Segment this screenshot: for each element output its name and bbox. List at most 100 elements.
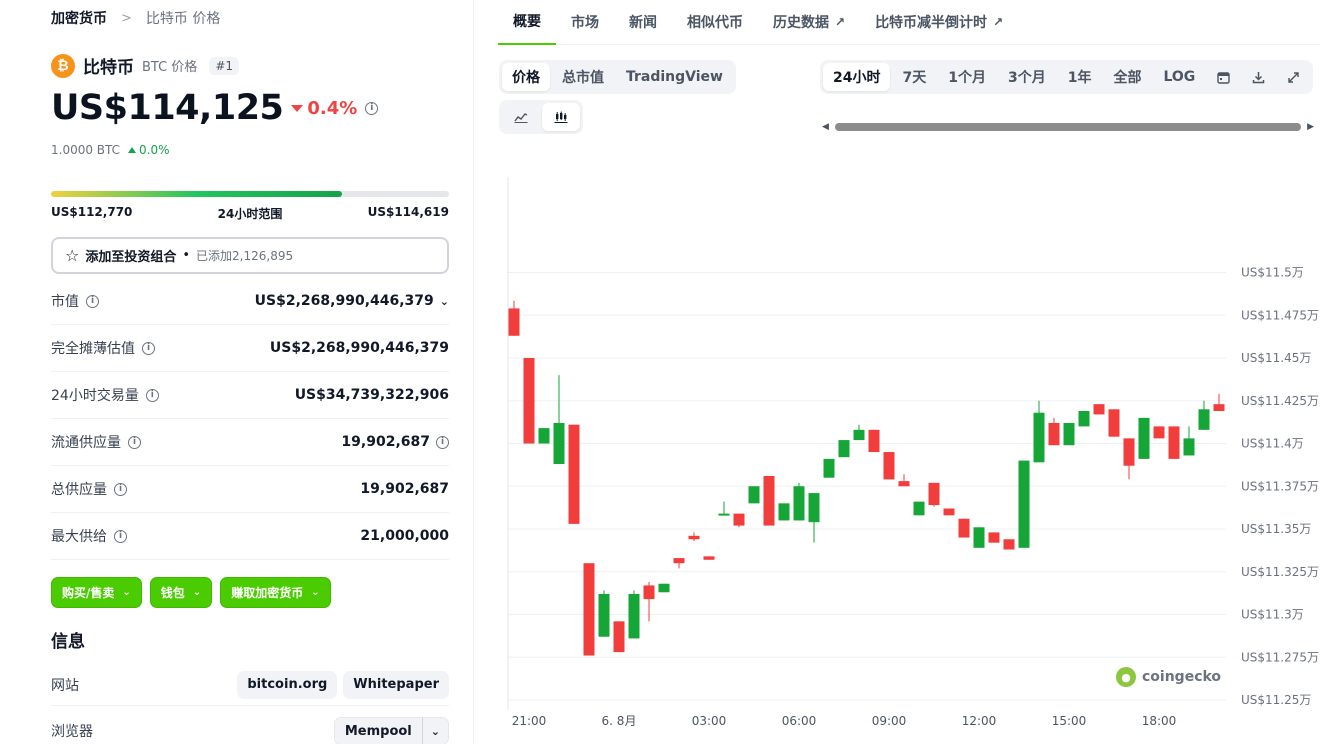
stat-label: 完全摊薄估值 i <box>51 338 155 358</box>
tab-similar-coins[interactable]: 相似代币 <box>687 15 743 31</box>
price-candlestick-chart[interactable]: US$11.5万 US$11.475万 US$11.45万 US$11.425万 US$… <box>498 170 1320 744</box>
scroll-right-arrow-icon[interactable]: ▶ <box>1307 122 1314 132</box>
candle-up <box>718 513 730 516</box>
chevron-down-icon[interactable]: ⌄ <box>439 294 449 308</box>
info-icon[interactable]: i <box>114 482 127 496</box>
candle-up <box>808 493 820 523</box>
y-tick-label: US$11.4万 <box>1241 437 1304 451</box>
info-icon[interactable]: i <box>436 435 449 449</box>
watermark-text: coingecko <box>1142 669 1222 685</box>
scroll-left-arrow-icon[interactable]: ◀ <box>822 122 829 132</box>
candle-up <box>838 440 850 458</box>
price-row: US$114,125 0.4% i <box>51 88 379 128</box>
coin-info-panel: 加密货币 > 比特币 价格 ₿ 比特币 BTC 价格 #1 US$114,125… <box>0 0 474 744</box>
x-tick-label: 12:00 <box>962 714 997 728</box>
chart-range-scrollbar[interactable]: ◀ ▶ <box>822 121 1314 133</box>
info-icon[interactable]: i <box>142 341 155 355</box>
add-to-portfolio-button[interactable]: ☆ 添加至投资组合 • 已添加2,126,895 <box>51 237 449 274</box>
range-1y[interactable]: 1年 <box>1067 70 1092 86</box>
view-tradingview[interactable]: TradingView <box>626 69 723 85</box>
portfolio-added-count: 已添加2,126,895 <box>196 249 294 263</box>
range-all[interactable]: 全部 <box>1113 70 1142 86</box>
earn-crypto-button[interactable]: 赚取加密货币 ⌄ <box>220 577 331 608</box>
scrollbar-thumb[interactable] <box>834 123 1302 131</box>
candle-down <box>508 308 520 336</box>
candle-down <box>1003 539 1015 550</box>
candle-up <box>793 486 805 521</box>
stat-label-text: 流通供应量 <box>51 435 121 451</box>
btc-value: 1.0000 BTC <box>51 143 121 157</box>
tab-historical-data[interactable]: 历史数据 ↗ <box>758 0 860 45</box>
line-chart-icon[interactable] <box>502 103 540 131</box>
portfolio-dot: • <box>182 248 191 263</box>
btc-change: 0.0% <box>128 143 170 157</box>
price-change-24h: 0.4% <box>291 98 357 119</box>
external-link-icon: ↗ <box>993 15 1004 29</box>
info-heading: 信息 <box>51 632 85 652</box>
stat-label: 总供应量 i <box>51 479 127 499</box>
range-24h[interactable]: 24小时 <box>823 63 891 91</box>
tab-historical-data-label: 历史数据 <box>773 15 829 31</box>
website-label: 网站 <box>51 677 79 694</box>
info-icon[interactable]: i <box>128 435 141 449</box>
candle-up <box>853 429 865 441</box>
candle-down <box>523 358 535 444</box>
view-price[interactable]: 价格 <box>502 63 550 91</box>
candle-up <box>1078 411 1090 427</box>
breadcrumb-cryptocurrencies-link[interactable]: 加密货币 <box>51 11 107 27</box>
candle-down <box>733 513 745 526</box>
buy-sell-button[interactable]: 购买/售卖 ⌄ <box>51 577 142 608</box>
y-tick-label: US$11.425万 <box>1241 394 1319 408</box>
range-1m[interactable]: 1个月 <box>948 70 986 86</box>
range-7d[interactable]: 7天 <box>902 70 927 86</box>
candle-up <box>1063 422 1075 446</box>
log-scale-toggle[interactable]: LOG <box>1163 69 1196 85</box>
candle-down <box>688 535 700 540</box>
info-icon[interactable]: i <box>365 101 379 115</box>
range-3m[interactable]: 3个月 <box>1007 70 1046 86</box>
fullscreen-icon[interactable] <box>1277 63 1310 91</box>
info-icon[interactable]: i <box>86 294 99 308</box>
coin-symbol-label: BTC 价格 <box>142 60 198 75</box>
section-tabs: 概要 市场 新闻 相似代币 历史数据 ↗ 比特币减半倒计时 ↗ <box>498 0 1320 45</box>
explorer-link[interactable]: Mempool <box>334 718 422 744</box>
candle-up <box>1018 460 1030 548</box>
candle-down <box>1213 404 1225 412</box>
info-icon[interactable]: i <box>145 388 159 402</box>
action-buttons: 购买/售卖 ⌄ 钱包 ⌄ 赚取加密货币 ⌄ <box>51 577 331 608</box>
candlestick-chart-icon[interactable] <box>542 103 580 131</box>
candle-down <box>868 429 880 453</box>
tab-markets[interactable]: 市场 <box>571 15 599 31</box>
stat-value-text: 19,902,687 <box>341 434 430 450</box>
stat-label: 市值 i <box>51 291 99 311</box>
calendar-icon[interactable] <box>1207 63 1240 91</box>
info-icon[interactable]: i <box>114 529 127 543</box>
earn-crypto-label: 赚取加密货币 <box>231 586 304 600</box>
whitepaper-link[interactable]: Whitepaper <box>343 670 449 699</box>
x-tick-label: 15:00 <box>1052 714 1087 728</box>
tab-halving-countdown[interactable]: 比特币减半倒计时 ↗ <box>860 0 1018 45</box>
chevron-down-icon[interactable]: ⌄ <box>421 718 448 744</box>
range-label: 24小时范围 <box>217 207 283 221</box>
candle-up <box>748 486 760 504</box>
y-tick-label: US$11.45万 <box>1241 351 1311 365</box>
download-icon[interactable] <box>1242 63 1275 91</box>
stat-row-market-cap[interactable]: 市值 i US$2,268,990,446,379 ⌄ <box>51 278 449 325</box>
24h-range-fill <box>51 191 342 197</box>
tab-news[interactable]: 新闻 <box>629 15 657 31</box>
candle-down <box>1048 422 1060 446</box>
website-link-bitcoin-org[interactable]: bitcoin.org <box>237 670 338 699</box>
view-market-cap[interactable]: 总市值 <box>562 70 604 86</box>
chevron-down-icon: ⌄ <box>192 587 202 598</box>
explorer-row: 浏览器 Mempool ⌄ <box>51 716 449 744</box>
explorer-selector[interactable]: Mempool ⌄ <box>333 717 449 744</box>
time-range-selector: 24小时 7天 1个月 3个月 1年 全部 LOG <box>820 60 1314 94</box>
tab-overview[interactable]: 概要 <box>498 0 556 45</box>
candle-down <box>943 508 955 516</box>
up-triangle-icon <box>128 147 137 153</box>
stat-value: US$2,268,990,446,379 <box>269 340 449 356</box>
stat-row-fdv: 完全摊薄估值 i US$2,268,990,446,379 <box>51 325 449 372</box>
coingecko-watermark: ● coingecko <box>1116 667 1221 687</box>
wallet-button[interactable]: 钱包 ⌄ <box>149 577 213 608</box>
price-change-value: 0.4% <box>307 97 358 119</box>
